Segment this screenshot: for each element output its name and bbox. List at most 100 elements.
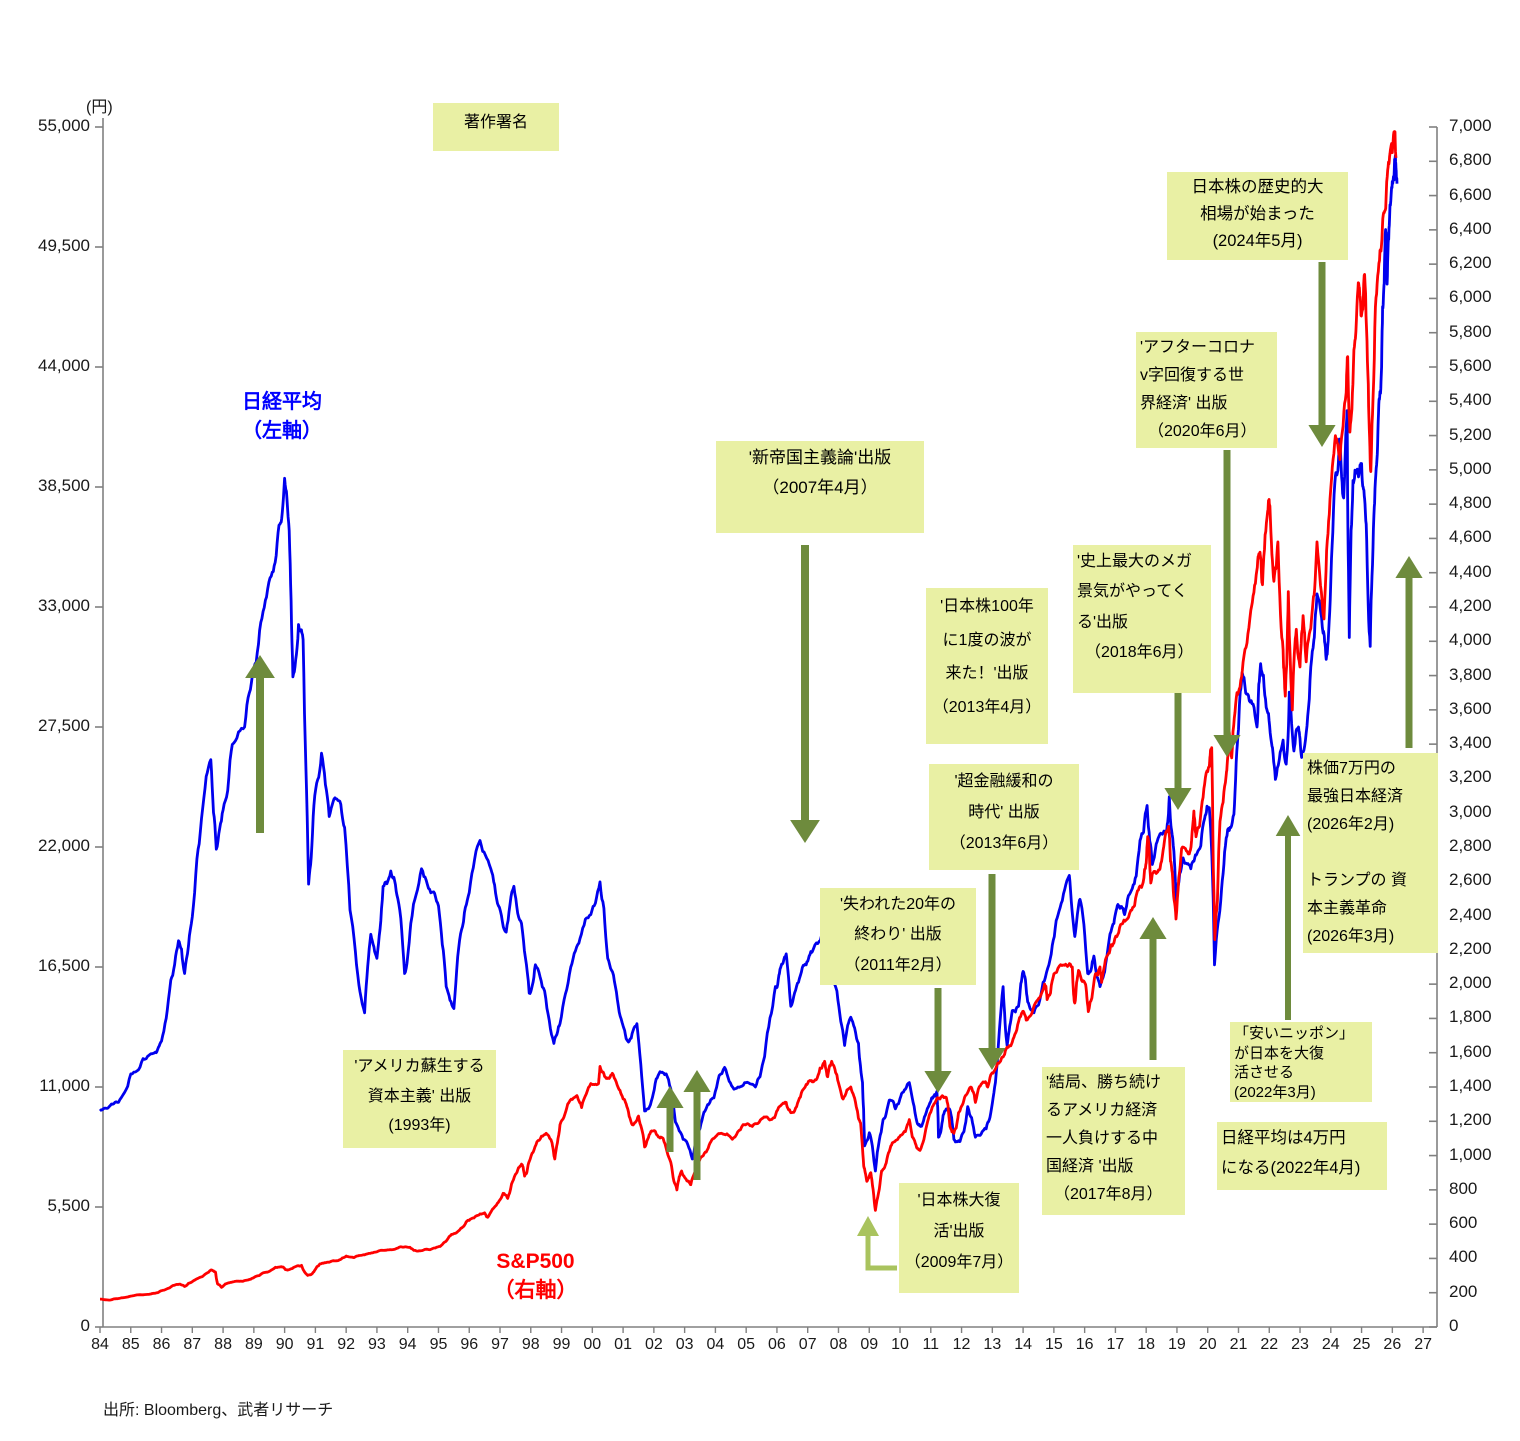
right-axis-tick-label: 1,400 xyxy=(1449,1076,1492,1095)
left-axis-unit: (円) xyxy=(86,99,113,116)
annotation-rekishiteki-osoba-2024: 日本株の歴史的大 相場が始まった (2024年5月) xyxy=(1167,172,1348,260)
right-axis-tick-label: 3,600 xyxy=(1449,698,1492,718)
x-axis-tick-label: 26 xyxy=(1383,1336,1402,1353)
right-axis-tick-label: 5,800 xyxy=(1449,321,1492,341)
x-axis-tick-label: 15 xyxy=(1044,1336,1063,1353)
right-axis-tick-label: 3,200 xyxy=(1449,767,1492,787)
x-axis-tick-label: 05 xyxy=(737,1336,756,1353)
right-axis-tick-label: 3,800 xyxy=(1449,664,1492,684)
right-axis-tick-label: 4,800 xyxy=(1449,493,1492,513)
x-axis-tick-label: 89 xyxy=(244,1336,263,1353)
left-axis-tick-label: 16,500 xyxy=(38,956,90,975)
source-note: 出所: Bloomberg、武者リサーチ xyxy=(103,1402,334,1419)
left-axis-tick-label: 22,000 xyxy=(38,836,90,855)
right-axis-tick-label: 0 xyxy=(1449,1316,1459,1335)
right-axis-tick-label: 2,000 xyxy=(1449,973,1492,993)
sp500-line-series xyxy=(99,130,1398,1302)
x-axis-tick-label: 99 xyxy=(552,1336,571,1353)
right-axis-tick-label: 400 xyxy=(1449,1247,1478,1267)
annotation-nikkei-4manen-2022: 日経平均は4万円 になる(2022年4月) xyxy=(1217,1122,1387,1190)
annotation-shin-teikoku-2007: '新帝国主義論'出版 （2007年4月） xyxy=(716,441,924,533)
x-axis-tick-label: 27 xyxy=(1414,1336,1432,1353)
x-axis-tick-label: 84 xyxy=(91,1336,109,1353)
left-axis-tick-label: 55,000 xyxy=(38,116,90,135)
x-axis-tick-label: 95 xyxy=(429,1336,448,1353)
annotation-kabuka-7manen-2026: 株価7万円の 最強日本経済 (2026年2月) トランプの 資 本主義革命 (2… xyxy=(1303,753,1438,953)
annotation-arrowhead-kabuka-7manen-2026 xyxy=(1395,556,1423,578)
x-axis-tick-label: 01 xyxy=(614,1336,632,1353)
x-axis-tick-label: 12 xyxy=(952,1336,971,1353)
x-axis-tick-label: 04 xyxy=(706,1336,725,1353)
x-axis-tick-label: 00 xyxy=(583,1336,602,1353)
left-axis-tick-label: 38,500 xyxy=(38,476,90,495)
right-axis-tick-label: 200 xyxy=(1449,1281,1478,1301)
right-axis-tick-label: 1,600 xyxy=(1449,1041,1492,1061)
annotation-arrowhead-rekishiteki-2024 xyxy=(1308,425,1336,447)
annotation-chokinyu-kanwa-2013: '超金融緩和の 時代' 出版 （2013年6月） xyxy=(929,764,1079,870)
right-axis-tick-label: 3,000 xyxy=(1449,801,1492,821)
x-axis-tick-label: 97 xyxy=(491,1336,509,1353)
annotation-arrowhead-kekkyoku-2017 xyxy=(1139,917,1167,939)
x-axis-tick-label: 91 xyxy=(306,1336,325,1353)
left-axis-tick-label: 0 xyxy=(80,1316,90,1335)
left-axis-tick-label: 27,500 xyxy=(38,716,90,735)
annotation-arrowhead-bottom-2002 xyxy=(656,1086,684,1108)
annotation-nihonkabu-daifukkatsu-2009: '日本株大復 活'出版 （2009年7月） xyxy=(899,1183,1019,1293)
right-axis-tick-label: 4,000 xyxy=(1449,630,1492,650)
annotation-yasui-nippon-2022: 「安いニッポン」 が日本を大復 活させる (2022年3月) xyxy=(1230,1022,1372,1102)
annotation-arrowhead-shin-teikoku-2007 xyxy=(790,820,820,843)
x-axis-tick-label: 11 xyxy=(922,1336,940,1353)
x-axis-tick-label: 22 xyxy=(1260,1336,1279,1353)
right-axis-tick-label: 1,000 xyxy=(1449,1144,1492,1164)
right-axis-tick-label: 7,000 xyxy=(1449,116,1492,135)
annotation-shijo-saidai-mega-2018: '史上最大のメガ 景気がやってく る'出版 （2018年6月） xyxy=(1073,545,1211,693)
x-axis-tick-label: 02 xyxy=(644,1336,663,1353)
right-axis-tick-label: 5,200 xyxy=(1449,424,1492,444)
right-axis-tick-label: 3,400 xyxy=(1449,733,1492,753)
x-axis-tick-label: 88 xyxy=(214,1336,232,1353)
x-axis-tick-label: 13 xyxy=(983,1336,1002,1353)
annotation-arrowhead-bottom-2003 xyxy=(683,1070,711,1092)
right-axis-tick-label: 6,000 xyxy=(1449,287,1492,307)
left-axis-tick-label: 11,000 xyxy=(39,1076,90,1095)
right-axis-tick-label: 600 xyxy=(1449,1213,1478,1233)
right-axis-tick-label: 4,200 xyxy=(1449,596,1492,615)
x-axis-tick-label: 85 xyxy=(121,1336,140,1353)
x-axis-tick-label: 92 xyxy=(337,1336,356,1353)
x-axis-tick-label: 87 xyxy=(183,1336,202,1353)
right-axis-tick-label: 4,600 xyxy=(1449,527,1492,547)
right-axis-tick-label: 6,200 xyxy=(1449,253,1492,273)
right-axis-tick-label: 2,400 xyxy=(1449,904,1492,924)
annotation-kekkyoku-kachitsuzukeru-2017: '結局、勝ち続け るアメリカ経済 一人負けする中 国経済 '出版 （2017年8… xyxy=(1042,1067,1185,1215)
right-axis-tick-label: 6,600 xyxy=(1449,184,1492,204)
annotation-america-soseisuru-1993: 'アメリカ蘇生する 資本主義' 出版 (1993年) xyxy=(343,1050,496,1148)
right-axis-tick-label: 2,200 xyxy=(1449,938,1492,958)
x-axis-tick-label: 24 xyxy=(1321,1336,1340,1353)
right-axis-tick-label: 5,000 xyxy=(1449,458,1492,478)
right-axis-tick-label: 2,600 xyxy=(1449,870,1492,890)
x-axis-tick-label: 16 xyxy=(1075,1336,1094,1353)
x-axis-tick-label: 96 xyxy=(460,1336,479,1353)
x-axis-tick-label: 14 xyxy=(1014,1336,1032,1353)
annotation-arrowhead-daifukkatsu-2009 xyxy=(857,1216,879,1236)
x-axis-tick-label: 19 xyxy=(1168,1336,1186,1353)
annotation-arrowhead-yasui-nippon-2022 xyxy=(1275,815,1301,836)
x-axis-tick-label: 20 xyxy=(1198,1336,1217,1353)
annotation-ushinawareta-20nen-2011: '失われた20年の 終わり' 出版 （2011年2月） xyxy=(820,888,976,985)
left-axis-tick-label: 49,500 xyxy=(38,236,90,255)
x-axis-tick-label: 09 xyxy=(860,1336,879,1353)
left-axis-tick-label: 44,000 xyxy=(38,356,90,375)
right-axis-tick-label: 800 xyxy=(1449,1178,1478,1198)
x-axis-tick-label: 21 xyxy=(1229,1336,1248,1353)
annotation-arrowhead-after-corona-2020 xyxy=(1213,735,1241,757)
annotation-after-corona-2020: 'アフターコロナ v字回復する世 界経済' 出版 （2020年6月） xyxy=(1136,332,1277,448)
right-axis-tick-label: 1,200 xyxy=(1449,1110,1492,1130)
left-axis-tick-label: 33,000 xyxy=(38,596,90,615)
annotation-arrowhead-ushinawareta-2011 xyxy=(924,1071,952,1093)
annotation-arrowhead-chokinyu-2013 xyxy=(978,1048,1006,1070)
right-axis-tick-label: 2,800 xyxy=(1449,836,1492,855)
sp500-series-label: S&P500 （右軸） xyxy=(493,1250,578,1302)
x-axis-tick-label: 98 xyxy=(521,1336,540,1353)
